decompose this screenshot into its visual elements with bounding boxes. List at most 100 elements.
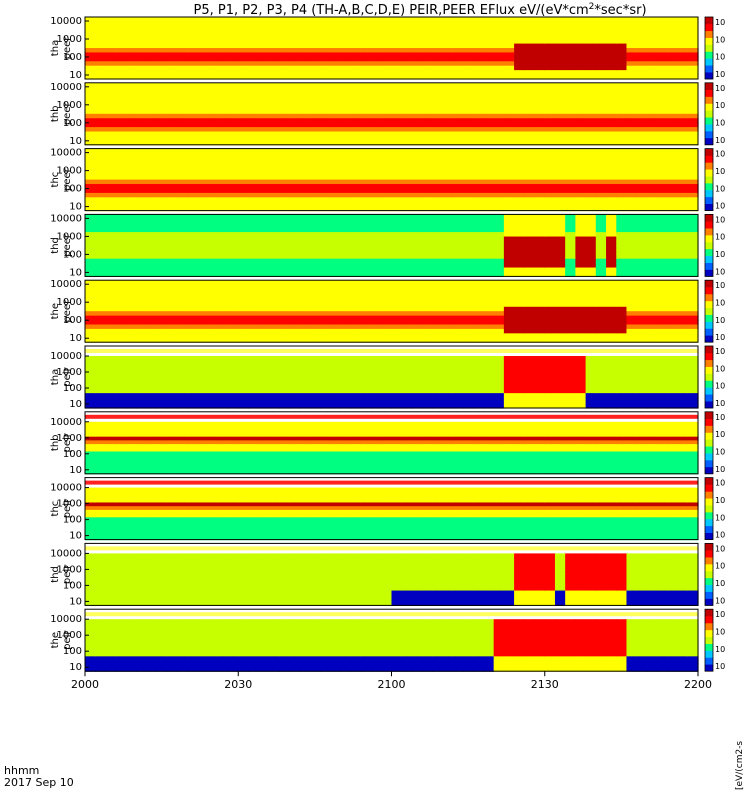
spectrogram-cell — [565, 236, 576, 242]
spectrogram-cell — [166, 21, 178, 27]
spectrogram-cell — [228, 359, 239, 365]
spectrogram-cell — [646, 148, 658, 154]
spectrogram-cell — [411, 359, 423, 365]
spectrogram-cell — [187, 192, 198, 198]
spectrogram-cell — [371, 21, 382, 27]
spectrogram-cell — [463, 206, 474, 212]
spectrogram-cell — [187, 122, 198, 128]
spectrogram-cell — [463, 17, 474, 23]
spectrogram-cell — [340, 359, 352, 365]
spectrogram-cell — [146, 232, 158, 238]
spectrogram-cell — [105, 359, 117, 365]
spectrogram-cell — [391, 363, 403, 368]
spectrogram-cell — [258, 157, 270, 163]
spectrogram-cell — [677, 245, 689, 251]
spectrogram-cell — [289, 284, 301, 290]
spectrogram-cell — [595, 157, 607, 163]
spectrogram-cell — [125, 393, 137, 398]
spectrogram-cell — [350, 236, 362, 242]
spectrogram-cell — [248, 43, 260, 49]
spectrogram-cell — [514, 306, 525, 312]
spectrogram-cell — [309, 389, 321, 394]
spectrogram-cell — [136, 113, 147, 119]
spectrogram-cell — [95, 404, 107, 409]
spectrogram-cell — [432, 157, 444, 163]
spectrogram-cell — [646, 320, 658, 326]
spectrogram-cell — [176, 48, 188, 54]
spectrogram-cell — [197, 153, 209, 159]
spectrogram-cell — [381, 232, 393, 238]
spectrogram-cell — [432, 271, 444, 277]
spectrogram-cell — [452, 122, 464, 128]
spectrogram-cell — [85, 280, 96, 286]
spectrogram-cell — [279, 153, 290, 159]
spectrogram-cell — [565, 315, 576, 321]
spectrogram-cell — [544, 65, 556, 71]
spectrogram-cell — [524, 52, 536, 58]
y-tick-label: 100 — [63, 52, 82, 63]
spectrogram-cell — [197, 263, 209, 269]
spectrogram-cell — [238, 157, 250, 163]
spectrogram-cell — [677, 223, 689, 229]
spectrogram-cell — [95, 43, 107, 49]
spectrogram-cell — [575, 70, 587, 76]
spectrogram-cell — [391, 267, 403, 273]
spectrogram-cell — [228, 34, 239, 40]
spectrogram-cell — [125, 227, 137, 233]
spectrogram-cell — [248, 96, 260, 102]
spectrogram-cell — [228, 157, 239, 163]
spectrogram-cell — [279, 240, 290, 246]
spectrogram-cell — [309, 370, 321, 376]
spectrogram-cell — [187, 56, 198, 62]
spectrogram-cell — [554, 70, 566, 76]
spectrogram-cell — [677, 240, 689, 246]
spectrogram-cell — [646, 284, 658, 290]
spectrogram-cell — [136, 374, 147, 379]
spectrogram-cell — [391, 61, 403, 67]
spectrogram-cell — [554, 43, 566, 49]
spectrogram-cell — [411, 122, 423, 128]
spectrogram-cell — [565, 43, 576, 49]
spectrogram-cell — [667, 197, 679, 203]
spectrogram-cell — [452, 170, 464, 176]
spectrogram-cell — [258, 267, 270, 273]
spectrogram-cell — [299, 396, 311, 402]
spectrogram-cell — [554, 25, 566, 31]
spectrogram-cell — [554, 184, 566, 190]
spectrogram-cell — [146, 109, 158, 115]
spectrogram-cell — [217, 197, 229, 203]
spectrogram-cell — [197, 370, 209, 376]
spectrogram-cell — [503, 271, 515, 277]
colorbar-segment — [705, 203, 713, 211]
spectrogram-cell — [207, 333, 219, 339]
spectrogram-cell — [442, 240, 454, 246]
spectrogram-cell — [544, 396, 556, 402]
colorbar-frame — [704, 279, 714, 343]
spectrogram-cell — [197, 396, 209, 402]
spectrogram-cell — [524, 170, 536, 176]
spectrogram-cell — [156, 74, 168, 80]
spectrogram-cell — [105, 201, 117, 207]
spectrogram-cell — [381, 302, 393, 308]
spectrogram-cell — [381, 166, 393, 172]
spectrogram-cell — [687, 245, 699, 251]
spectrogram-cell — [463, 382, 474, 387]
spectrogram-cell — [565, 184, 576, 190]
spectrogram-cell — [350, 140, 362, 146]
spectrogram-cell — [248, 324, 260, 330]
spectrogram-cell — [360, 232, 372, 238]
spectrogram-cell — [146, 306, 158, 312]
spectrogram-cell — [544, 82, 556, 88]
spectrogram-cell — [401, 135, 413, 141]
spectrogram-cell — [350, 148, 362, 154]
spectrogram-cell — [360, 135, 372, 141]
spectrogram-cell — [565, 157, 576, 163]
spectrogram-cell — [289, 396, 301, 402]
spectrogram-cell — [422, 157, 433, 163]
spectrogram-cell — [330, 393, 342, 398]
spectrogram-cell — [125, 337, 137, 343]
spectrogram-cell — [268, 127, 280, 133]
spectrogram-cell — [463, 240, 474, 246]
spectrogram-cell — [432, 74, 444, 80]
spectrogram-cell — [187, 359, 198, 365]
